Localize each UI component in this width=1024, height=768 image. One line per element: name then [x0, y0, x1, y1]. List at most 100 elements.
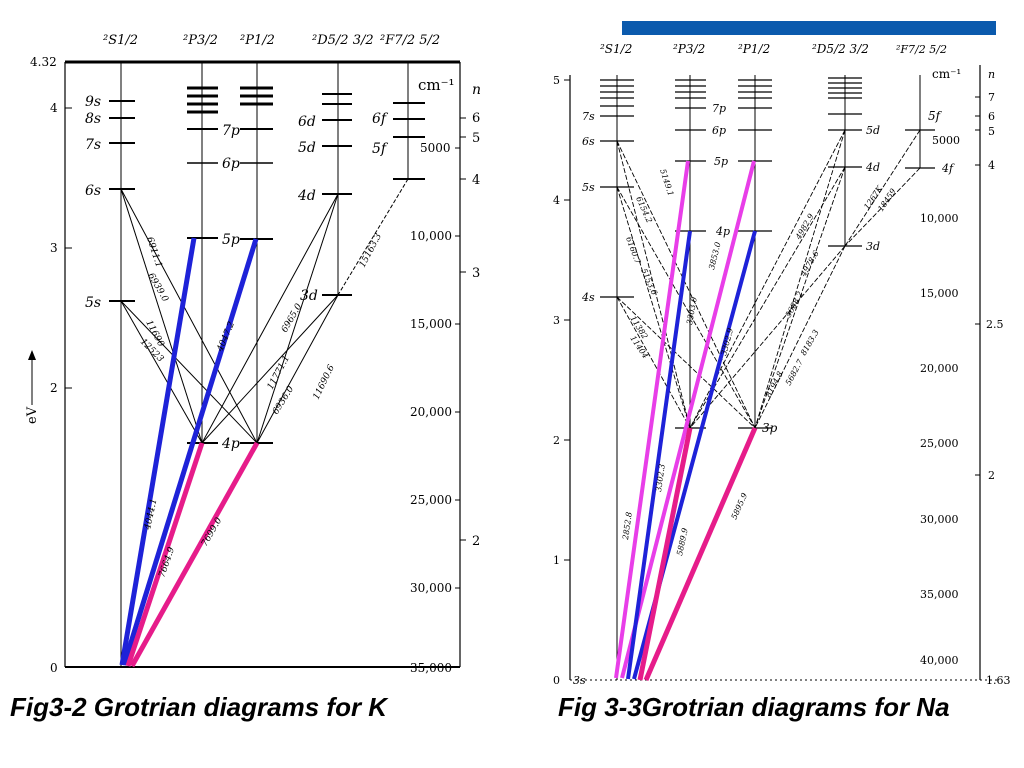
na-n-tick: 1.63	[986, 674, 1011, 687]
k-ev-tick: 0	[50, 661, 58, 675]
k-level-d: 5d	[298, 140, 316, 156]
na-trans-label: 5889.9	[675, 527, 690, 556]
k-trans-label: 15163.3	[358, 232, 384, 270]
na-ev-tick: 3	[553, 314, 560, 327]
k-level-f: 6f	[372, 111, 389, 127]
na-cm-tick: 25,000	[920, 437, 959, 450]
na-col-d: ²D5/2 3/2	[812, 42, 869, 56]
na-n-tick: 2.5	[986, 318, 1004, 331]
na-level-f: 5f	[928, 109, 943, 123]
k-ev-tick: 2	[50, 381, 58, 395]
na-n-tick: 6	[988, 110, 995, 123]
k-cm-tick: 25,000	[410, 493, 452, 507]
k-trans-4044-blue	[122, 238, 194, 665]
k-ev-label: eV	[25, 350, 40, 424]
na-trans-label: 8183.3	[799, 328, 821, 357]
k-trans-label: 4044.1	[143, 498, 160, 532]
na-trans-label: 3302.9	[719, 327, 735, 356]
k-trans-label: 4047.2	[215, 320, 237, 354]
na-trans-label: 5895.9	[730, 492, 750, 521]
na-trans-label: 11404	[628, 334, 650, 360]
na-ev-tick: 2	[553, 434, 560, 447]
k-cm-tick: 10,000	[410, 229, 452, 243]
caption-potassium: Fig3-2 Grotrian diagrams for K	[10, 692, 387, 723]
na-cm-tick: 10,000	[920, 212, 959, 225]
na-ev-tick: 4	[553, 194, 560, 207]
na-n-label: n	[988, 68, 995, 81]
na-diagram: ²S1/2 ²P3/2 ²P1/2 ²D5/2 3/2 ²F7/2 5/2 5 …	[553, 42, 1011, 687]
svg-text:eV: eV	[25, 406, 40, 424]
na-cm-tick: 30,000	[920, 513, 959, 526]
na-trans-label: 6160.7	[624, 236, 642, 266]
k-ev-tick: 4	[50, 101, 58, 115]
na-trans-label: 5682.7	[784, 357, 806, 387]
na-col-p12: ²P1/2	[738, 42, 770, 56]
na-level-s: 6s	[582, 135, 595, 148]
na-level-p: 3p	[762, 421, 778, 435]
k-trans-label: 6965.0	[280, 302, 305, 335]
k-level-s: 6s	[85, 183, 101, 199]
k-level-d: 4d	[297, 188, 316, 204]
na-col-p32: ²P3/2	[673, 42, 705, 56]
k-trans-7699-magenta	[132, 443, 257, 666]
na-level-f: 4f	[941, 162, 955, 175]
k-trans-label: 7699.0	[200, 516, 225, 549]
na-n-tick: 5	[988, 125, 995, 138]
k-trans-label: 11690.6	[312, 363, 337, 401]
k-level-p: 7p	[222, 123, 240, 139]
k-n-tick: 2	[472, 534, 480, 549]
k-ev-tick: 3	[50, 241, 58, 255]
na-ev-tick: 5	[553, 74, 560, 87]
k-col-s: ²S1/2	[103, 33, 138, 48]
na-cm-tick: 5000	[932, 134, 960, 147]
k-level-s: 7s	[85, 137, 101, 153]
na-level-d: 4d	[865, 161, 880, 174]
k-ev-tick: 4.32	[30, 55, 57, 69]
k-level-p: 6p	[222, 156, 240, 172]
na-ev-tick: 1	[553, 554, 560, 567]
na-cm-unit: cm⁻¹	[932, 67, 961, 81]
na-trans-label: 2852.8	[621, 511, 634, 541]
k-trans-label: 6939.0	[145, 272, 170, 305]
k-cm-unit: cm⁻¹	[418, 76, 455, 94]
na-level-d: 3d	[866, 240, 880, 253]
k-n-label: n	[472, 82, 481, 98]
k-trans-4047-blue	[124, 239, 256, 665]
na-cm-tick: 15,000	[920, 287, 959, 300]
k-n-tick: 4	[472, 173, 480, 188]
na-trans-label: 5153.6	[639, 267, 659, 296]
na-level-p: 6p	[712, 124, 726, 137]
na-trans-label: 3853.0	[707, 241, 723, 270]
na-cm-tick: 40,000	[920, 654, 959, 667]
k-level-p: 5p	[222, 232, 240, 248]
na-trans-label: 8194.8	[764, 370, 785, 399]
k-n-tick: 3	[472, 266, 480, 281]
na-level-s: 4s	[581, 291, 595, 304]
na-n-tick: 4	[988, 159, 995, 172]
k-cm-tick: 30,000	[410, 581, 452, 595]
k-trans-label: 6911.1	[144, 236, 163, 269]
k-n-tick: 6	[472, 111, 480, 126]
k-cm-tick: 35,000	[410, 661, 452, 675]
na-level-s: 3s	[573, 674, 586, 687]
k-n-tick: 5	[472, 131, 480, 146]
na-cm-tick: 20,000	[920, 362, 959, 375]
na-trans-label: 4978.6	[798, 249, 820, 279]
k-level-s: 5s	[85, 295, 101, 311]
na-level-s: 7s	[582, 110, 595, 123]
na-level-p: 5p	[714, 155, 728, 168]
na-level-s: 5s	[582, 181, 595, 194]
k-cm-tick: 20,000	[410, 405, 452, 419]
na-level-p: 4p	[715, 225, 730, 238]
k-level-s: 9s	[85, 94, 101, 110]
na-trans-label: 5149.1	[658, 168, 675, 197]
caption-sodium: Fig 3-3Grotrian diagrams for Na	[558, 692, 950, 723]
k-diagram: ²S1/2 ²P3/2 ²P1/2 ²D5/2 3/2 ²F7/2 5/2 4.…	[25, 33, 481, 675]
k-level-d: 6d	[298, 114, 316, 130]
k-level-s: 8s	[85, 111, 101, 127]
na-trans-label: 3303.0	[685, 296, 699, 325]
k-level-p: 4p	[221, 436, 240, 452]
na-n-tick: 2	[988, 469, 995, 482]
na-level-p: 7p	[712, 102, 726, 115]
k-col-d: ²D5/2 3/2	[312, 33, 374, 48]
